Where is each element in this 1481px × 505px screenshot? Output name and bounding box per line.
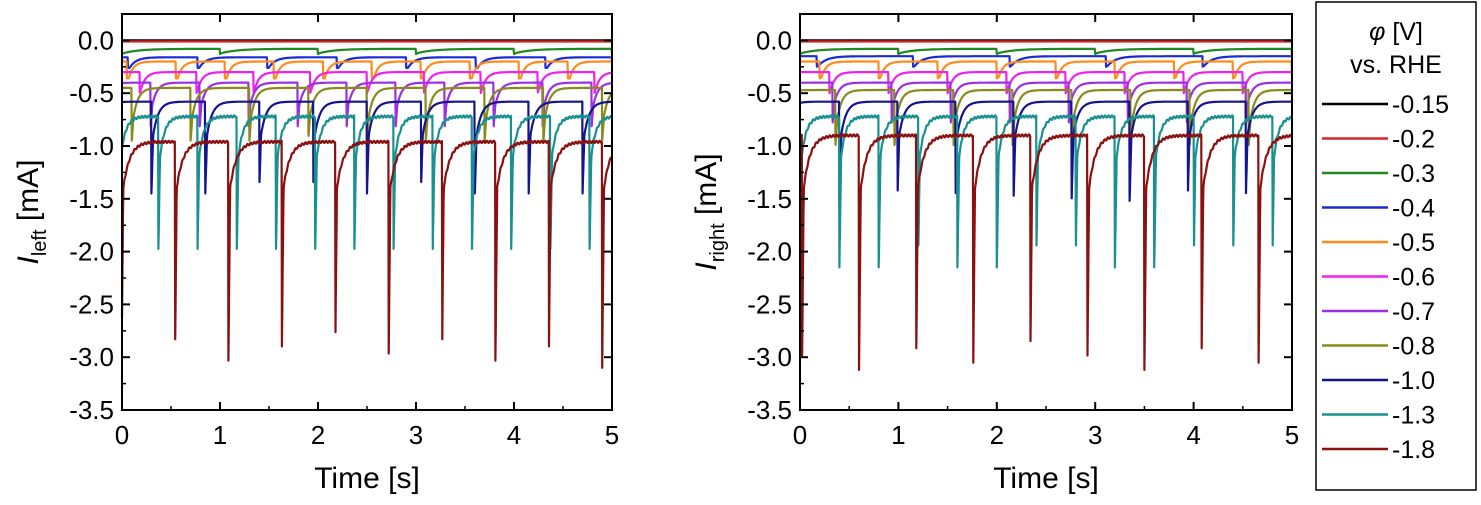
left-x-tick-label: 5: [605, 420, 619, 450]
legend-label: -1.8: [1392, 436, 1435, 464]
legend-label: -0.3: [1392, 160, 1435, 188]
left-series-line--0.3: [121, 47, 614, 56]
right-y-tick-label: 0.0: [756, 25, 792, 55]
right-x-tick-label: 3: [1088, 420, 1102, 450]
right-y-tick-label: -0.5: [747, 78, 792, 108]
left-y-axis-label: Ileft [mA]: [12, 159, 51, 264]
right-y-label-symbol: I: [690, 262, 723, 270]
left-x-tick-label: 4: [507, 420, 521, 450]
left-y-tick-label: -1.0: [69, 131, 114, 161]
left-x-tick-label: 0: [115, 420, 129, 450]
right-plot-frame: [799, 13, 1293, 411]
right-series-line--1.3: [798, 114, 1293, 269]
right-y-tick-label: -1.5: [747, 184, 792, 214]
left-y-tick-label: 0.0: [78, 25, 114, 55]
left-y-tick-label: -3.5: [69, 395, 114, 425]
left-series-line--1.8: [120, 139, 614, 369]
legend-item: -1.8: [1322, 436, 1435, 464]
legend-label: -1.0: [1392, 367, 1435, 395]
legend-item: -0.4: [1322, 195, 1435, 223]
legend-label: -0.6: [1392, 264, 1435, 292]
right-series-line--0.5: [799, 60, 1294, 80]
legend-title-unit: [V]: [1385, 18, 1423, 46]
left-y-tick-label: -0.5: [69, 78, 114, 108]
left-y-tick-label: -1.5: [69, 184, 114, 214]
legend-item: -0.6: [1322, 264, 1435, 292]
legend-label: -0.4: [1392, 195, 1435, 223]
right-y-tick-label: -2.0: [747, 237, 792, 267]
right-y-label-unit: [mA]: [690, 153, 723, 223]
left-y-tick-label: -3.0: [69, 342, 114, 372]
left-y-label-symbol: I: [12, 256, 45, 264]
right-series-line--0.3: [799, 47, 1294, 56]
right-series-line--0.6: [799, 70, 1293, 95]
legend-item: -0.2: [1322, 126, 1435, 154]
right-x-tick-label: 5: [1285, 420, 1299, 450]
left-x-tick-label: 2: [311, 420, 325, 450]
legend-item: -0.7: [1322, 298, 1435, 326]
right-x-tick-label: 1: [891, 420, 905, 450]
right-series-line--1.8: [799, 133, 1293, 371]
legend-label: -0.5: [1392, 229, 1435, 257]
right-y-tick-label: -2.5: [747, 289, 792, 319]
left-y-tick-label: -2.0: [69, 237, 114, 267]
legend-label: -0.8: [1392, 333, 1435, 361]
right-ticks: 0 1 2 3 4 5 0.0 -0.5 -1.0 -1.5 -2.0 -2.5 -3.0 -3.5: [747, 14, 1299, 450]
legend-item: -0.15: [1322, 91, 1449, 119]
right-x-tick-label: 0: [793, 420, 807, 450]
right-series-group: [798, 39, 1294, 371]
right-y-tick-label: -3.0: [747, 342, 792, 372]
left-series-line--1.0: [121, 100, 613, 195]
left-x-tick-label: 1: [213, 420, 227, 450]
right-series-line--1.0: [799, 100, 1293, 202]
right-y-label-subscript: right: [707, 223, 729, 262]
legend-label: -0.2: [1392, 126, 1435, 154]
legend-item: -1.0: [1322, 367, 1435, 395]
legend-item: -0.5: [1322, 229, 1435, 257]
left-series-line--0.5: [121, 60, 613, 80]
legend-title-symbol: φ: [1369, 18, 1385, 46]
legend-label: -1.3: [1392, 402, 1435, 430]
right-series-line--0.8: [799, 88, 1293, 147]
left-series-line--0.7: [121, 81, 613, 128]
right-x-tick-label: 2: [990, 420, 1004, 450]
left-y-label-subscript: left: [29, 229, 51, 256]
left-ticks: 0 1 2 3 4 5 0.0 -0.5 -1.0 -1.5 -2.0 -2.5 -3.0 -3.5: [69, 14, 619, 450]
left-series-line--1.3: [120, 114, 613, 250]
right-x-axis-label: Time [s]: [993, 462, 1099, 495]
legend-entries: -0.15 -0.2 -0.3 -0.4 -0.5 -0.6 -0.7 -0.8 -1.0 -1.…: [1322, 91, 1449, 464]
right-series-line--0.7: [799, 81, 1293, 124]
chart-right: 0 1 2 3 4 5 0.0 -0.5 -1.0 -1.5 -2.0 -2.5 -3.0 -3.5 Ti…: [690, 13, 1299, 495]
legend-item: -0.8: [1322, 333, 1435, 361]
left-y-tick-label: -2.5: [69, 289, 114, 319]
legend-item: -0.3: [1322, 160, 1435, 188]
legend-title-line2: vs. RHE: [1350, 51, 1442, 79]
left-y-label-unit: [mA]: [12, 159, 45, 229]
right-x-tick-label: 4: [1186, 420, 1200, 450]
chart-left: 0 1 2 3 4 5 0.0 -0.5 -1.0 -1.5 -2.0 -2.5 -3.0 -3.5 Ti…: [12, 13, 619, 495]
legend-box: [1315, 1, 1477, 491]
legend-title: φ [V]: [1369, 18, 1423, 46]
left-x-axis-label: Time [s]: [314, 462, 420, 495]
legend-label: -0.7: [1392, 298, 1435, 326]
left-series-group: [120, 39, 614, 369]
right-y-tick-label: -1.0: [747, 131, 792, 161]
right-y-axis-label: Iright [mA]: [690, 153, 729, 270]
legend: φ [V] vs. RHE -0.15-0.2-0.3-0.4-0.5-0.6-…: [1315, 1, 1477, 491]
legend-label: -0.15: [1392, 91, 1449, 119]
legend-item: -1.3: [1322, 402, 1435, 430]
right-y-tick-label: -3.5: [747, 395, 792, 425]
left-x-tick-label: 3: [409, 420, 423, 450]
